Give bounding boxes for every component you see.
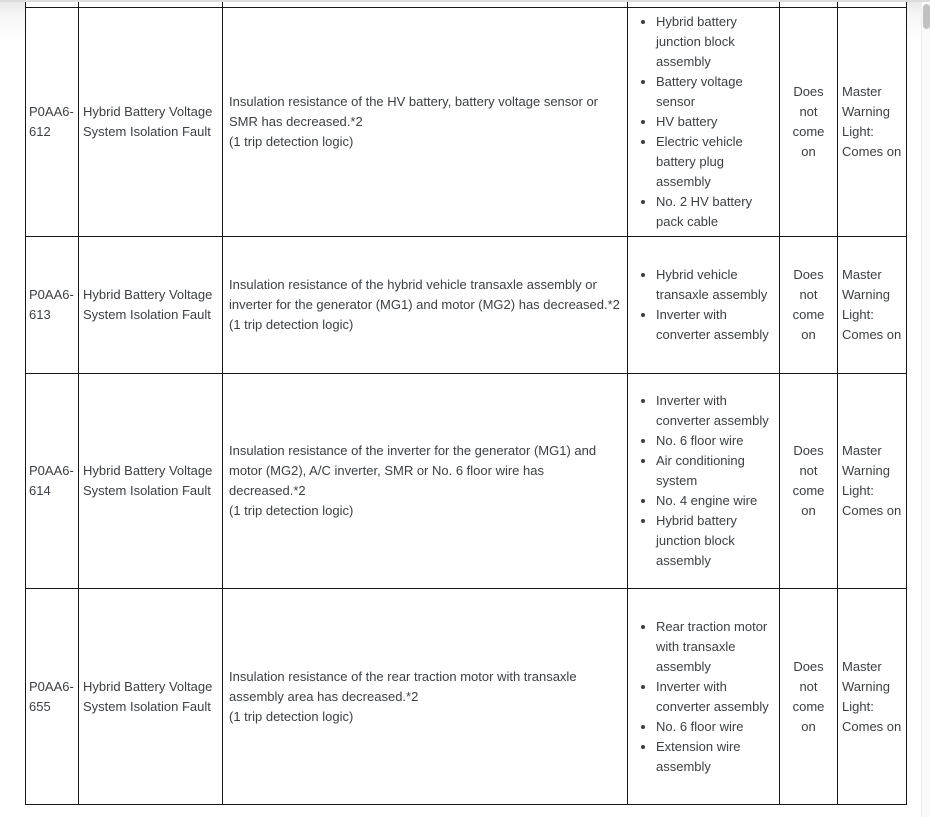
trouble-area-cell: Inverter with converter assembly No. 6 f… [627, 373, 780, 589]
trouble-area-item: Hybrid battery junction block assembly [656, 12, 773, 72]
detection-item-cell: Hybrid Battery Voltage System Isolation … [78, 236, 223, 374]
table-row: P0AA6-612 Hybrid Battery Voltage System … [25, 7, 907, 237]
condition-text: Insulation resistance of the HV battery,… [229, 94, 599, 129]
warning-light-cell: Master Warning Light: Comes on [837, 373, 907, 589]
dtc-code-cell: P0AA6-612 [25, 7, 79, 237]
table-row: P0AA6-655 Hybrid Battery Voltage System … [25, 588, 907, 805]
trouble-area-cell: Rear traction motor with transaxle assem… [627, 588, 780, 805]
detection-item-cell: Hybrid Battery Voltage System Isolation … [78, 7, 223, 237]
detection-condition-cell: Insulation resistance of the hybrid vehi… [222, 236, 628, 374]
warning-light-cell: Master Warning Light: Comes on [837, 7, 907, 237]
trouble-area-item: Extension wire assembly [656, 737, 773, 777]
condition-text: Insulation resistance of the rear tracti… [229, 668, 577, 704]
trouble-area-item: No. 2 HV battery pack cable [656, 192, 773, 232]
trip-detection-logic: (1 trip detection logic) [229, 134, 354, 149]
mil-status-cell: Does not come on [779, 236, 838, 374]
section-divider-line [0, 0, 930, 2]
vertical-scrollbar[interactable] [921, 0, 930, 817]
trouble-area-item: Inverter with converter assembly [656, 677, 773, 717]
trip-detection-logic: (1 trip detection logic) [229, 317, 354, 332]
dtc-table: P0AA6-612 Hybrid Battery Voltage System … [25, 0, 907, 805]
table-row: P0AA6-614 Hybrid Battery Voltage System … [25, 373, 907, 589]
trouble-area-item: No. 4 engine wire [656, 491, 773, 511]
trouble-area-list: Hybrid battery junction block assembly B… [629, 12, 774, 232]
trip-detection-logic: (1 trip detection logic) [229, 503, 354, 518]
trouble-area-cell: Hybrid battery junction block assembly B… [627, 7, 780, 237]
trip-detection-logic: (1 trip detection logic) [229, 708, 354, 724]
detection-item-cell: Hybrid Battery Voltage System Isolation … [78, 588, 223, 805]
dtc-code-cell: P0AA6-613 [25, 236, 79, 374]
trouble-area-item: Battery voltage sensor [656, 72, 773, 112]
trouble-area-item: Rear traction motor with transaxle assem… [656, 617, 773, 677]
mil-status-cell: Does not come on [779, 588, 838, 805]
detection-condition-cell: Insulation resistance of the HV battery,… [222, 7, 628, 237]
condition-text: Insulation resistance of the hybrid vehi… [229, 277, 620, 312]
trouble-area-list: Rear traction motor with transaxle assem… [629, 617, 774, 777]
detection-condition-cell: Insulation resistance of the rear tracti… [222, 588, 628, 805]
trouble-area-item: Hybrid battery junction block assembly [656, 511, 773, 571]
trouble-area-list: Hybrid vehicle transaxle assembly Invert… [629, 265, 774, 345]
condition-text: Insulation resistance of the inverter fo… [229, 443, 597, 498]
trouble-area-item: Air conditioning system [656, 451, 773, 491]
trouble-area-item: No. 6 floor wire [656, 431, 773, 451]
trouble-area-cell: Hybrid vehicle transaxle assembly Invert… [627, 236, 780, 374]
trouble-area-item: No. 6 floor wire [656, 717, 773, 737]
dtc-code-cell: P0AA6-655 [25, 588, 79, 805]
trouble-area-item: Hybrid vehicle transaxle assembly [656, 265, 773, 305]
trouble-area-item: HV battery [656, 112, 773, 132]
trouble-area-item: Electric vehicle battery plug assembly [656, 132, 773, 192]
table-row: P0AA6-613 Hybrid Battery Voltage System … [25, 236, 907, 374]
scrollbar-thumb[interactable] [923, 4, 930, 29]
trouble-area-list: Inverter with converter assembly No. 6 f… [629, 391, 774, 571]
trouble-area-item: Inverter with converter assembly [656, 305, 773, 345]
warning-light-cell: Master Warning Light: Comes on [837, 588, 907, 805]
trouble-area-item: Inverter with converter assembly [656, 391, 773, 431]
warning-light-cell: Master Warning Light: Comes on [837, 236, 907, 374]
mil-status-cell: Does not come on [779, 373, 838, 589]
mil-status-cell: Does not come on [779, 7, 838, 237]
detection-item-cell: Hybrid Battery Voltage System Isolation … [78, 373, 223, 589]
dtc-code-cell: P0AA6-614 [25, 373, 79, 589]
detection-condition-cell: Insulation resistance of the inverter fo… [222, 373, 628, 589]
